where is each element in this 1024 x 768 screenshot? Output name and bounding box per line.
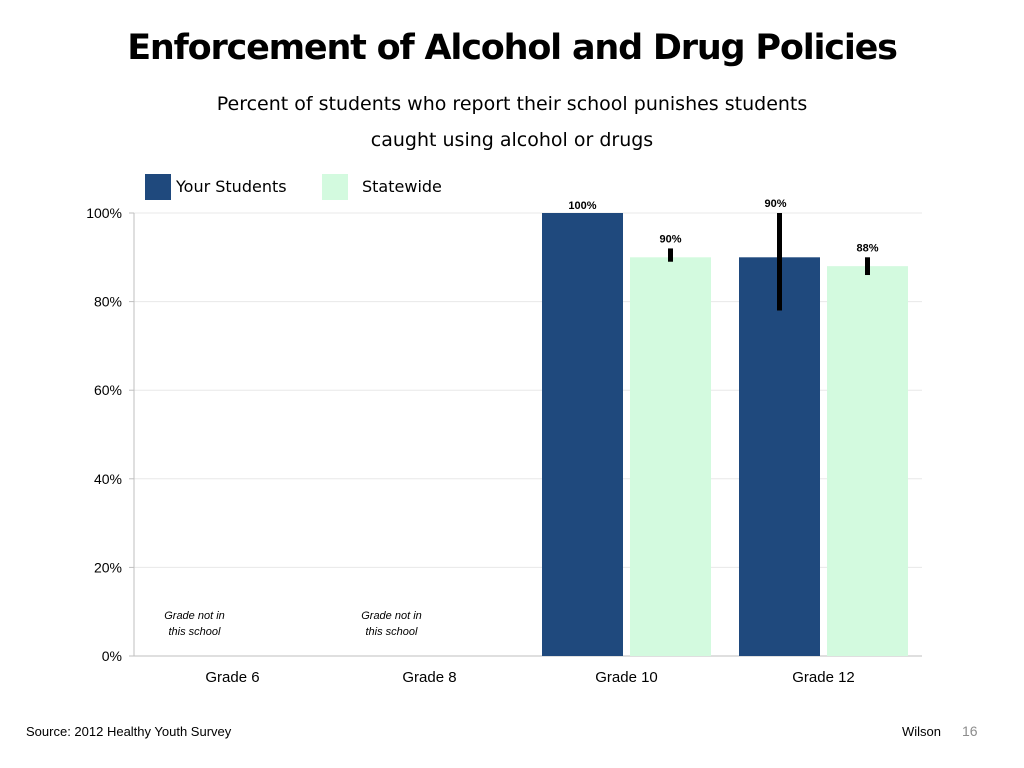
- annotation-line-1: Grade not in: [361, 610, 422, 622]
- x-tick-label: Grade 6: [205, 669, 259, 686]
- y-tick-label: 80%: [94, 294, 122, 310]
- legend-label-your-students: Your Students: [176, 177, 287, 196]
- bar-statewide: [630, 257, 711, 656]
- y-tick-label: 60%: [94, 382, 122, 398]
- data-label: 90%: [764, 198, 786, 210]
- x-tick-label: Grade 8: [402, 669, 456, 686]
- y-tick-label: 0%: [102, 648, 122, 664]
- x-tick-label: Grade 12: [792, 669, 855, 686]
- bar-your-students: [542, 213, 623, 656]
- bar-statewide: [827, 266, 908, 656]
- subtitle-line-2: caught using alcohol or drugs: [370, 129, 654, 151]
- y-tick-label: 100%: [86, 205, 122, 221]
- annotation-line-2: this school: [366, 626, 419, 638]
- data-label: 88%: [856, 242, 878, 254]
- legend-swatch-your-students: [145, 174, 171, 200]
- legend-swatch-statewide: [322, 174, 348, 200]
- source-note: Source: 2012 Healthy Youth Survey: [26, 724, 232, 739]
- page-number: 16: [962, 723, 978, 739]
- annotation-line-1: Grade not in: [164, 610, 225, 622]
- slide-title: Enforcement of Alcohol and Drug Policies: [127, 28, 898, 68]
- legend-label-statewide: Statewide: [362, 177, 442, 196]
- bar-your-students: [739, 257, 820, 656]
- data-label: 90%: [659, 233, 681, 245]
- annotation-line-2: this school: [169, 626, 222, 638]
- y-tick-label: 40%: [94, 471, 122, 487]
- x-tick-label: Grade 10: [595, 669, 658, 686]
- author-name: Wilson: [902, 724, 942, 739]
- slide-subtitle: Percent of students who report their sch…: [0, 86, 1024, 158]
- y-tick-label: 20%: [94, 559, 122, 575]
- subtitle-line-1: Percent of students who report their sch…: [216, 93, 808, 115]
- data-label: 100%: [568, 200, 596, 212]
